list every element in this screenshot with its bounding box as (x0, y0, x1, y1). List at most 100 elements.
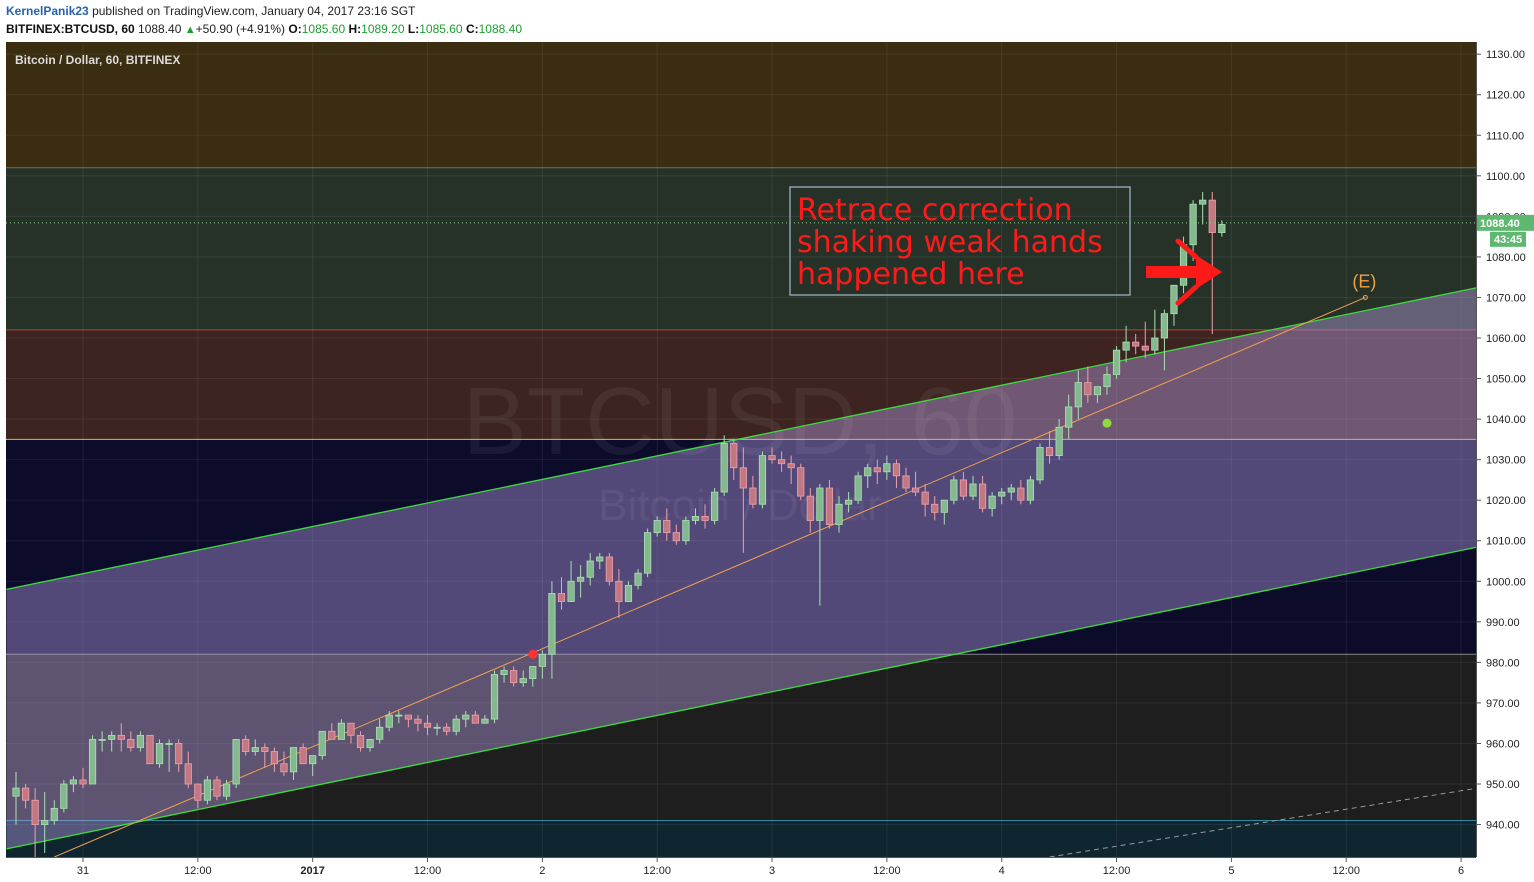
candle (529, 666, 537, 687)
candle-body (950, 479, 958, 501)
candle (98, 731, 106, 752)
candle-body (60, 783, 68, 809)
header-bar: KernelPanik23 published on TradingView.c… (0, 0, 1534, 42)
author-link[interactable]: KernelPanik23 (6, 4, 89, 18)
candle (921, 483, 929, 517)
candle-body (787, 463, 795, 469)
price-tick-label: 1060.00 (1486, 333, 1526, 345)
candle-body (242, 739, 250, 752)
low-value: 1085.60 (419, 22, 463, 36)
last-price-text: 1088.40 (138, 22, 182, 36)
trendline-end-point (1362, 294, 1368, 300)
candle-body (931, 503, 939, 513)
candle (194, 783, 202, 809)
candle-body (672, 532, 680, 542)
candle (414, 715, 422, 732)
candle (309, 755, 317, 776)
candle-body (232, 739, 240, 785)
candle-body (1026, 479, 1035, 501)
candle-body (299, 747, 307, 765)
candle-body (261, 747, 269, 752)
candle (1103, 366, 1111, 395)
time-axis[interactable] (0, 857, 1534, 882)
candle (988, 492, 996, 517)
countdown-tag-text: 43:45 (1494, 234, 1522, 246)
candle-body (50, 807, 58, 821)
price-axis-ticks: 940.00 950.00 960.00 970.00 980.00 990.00 1000… (1476, 49, 1526, 832)
trendline-label: (E) (1352, 271, 1376, 291)
candle-body (921, 491, 929, 505)
candle-body (500, 670, 508, 675)
watermark-sub: Bitcoin / Dollar (598, 481, 882, 530)
time-tick-label: 6 (1458, 865, 1464, 877)
candle (385, 711, 393, 732)
candle (605, 552, 613, 586)
price-zone (6, 167, 1476, 330)
candle-body (395, 714, 403, 717)
candle-body (978, 483, 987, 509)
candle-body (1112, 349, 1121, 375)
candle-body (443, 726, 451, 732)
candle-body (423, 722, 432, 728)
candle (816, 483, 824, 606)
candle-body (873, 467, 881, 473)
price-tick-label: 960.00 (1486, 738, 1520, 750)
candle-body (1132, 341, 1140, 347)
candle (1112, 346, 1121, 379)
candle (1170, 284, 1178, 326)
candle-body (356, 734, 365, 748)
time-tick-label: 12:00 (1103, 865, 1131, 877)
candle-body (117, 734, 125, 740)
candle-body (404, 714, 412, 720)
candle (452, 715, 460, 736)
time-tick-label: 12:00 (184, 865, 212, 877)
candle (69, 775, 78, 793)
time-tick-label: 5 (1228, 865, 1234, 877)
candle (376, 719, 384, 744)
candle (289, 747, 298, 780)
candle-body (31, 799, 39, 825)
channel-upper-line (6, 287, 1476, 591)
zone-layer (6, 42, 1476, 857)
candle (749, 475, 757, 509)
candle (883, 455, 891, 480)
candle (1122, 325, 1130, 363)
up-arrow-icon: ▲ (184, 24, 196, 36)
candle (959, 471, 968, 501)
candle (1055, 419, 1063, 460)
candle-body (682, 520, 690, 542)
price-tick-label: 1050.00 (1486, 374, 1526, 386)
candle-body (433, 726, 441, 729)
candle-body (1160, 313, 1168, 339)
candle-body (318, 730, 326, 757)
price-tick-label: 1080.00 (1486, 252, 1526, 264)
price-tick-label: 1040.00 (1486, 414, 1526, 426)
candle-body (577, 576, 585, 582)
candle (175, 739, 183, 772)
candle-body (328, 730, 336, 740)
candle (318, 730, 326, 760)
quote-line: BITFINEX:BTCUSD, 60 1088.40 ▲+50.90 (+4.… (6, 22, 522, 36)
candle-body (634, 572, 642, 586)
candle-body (1065, 406, 1073, 428)
candle (873, 459, 881, 484)
candle-body (175, 743, 183, 765)
candle-body (778, 459, 786, 465)
candle (998, 488, 1006, 505)
candle (299, 743, 307, 765)
candle (1036, 443, 1044, 484)
candle (644, 528, 652, 578)
candle (242, 735, 250, 756)
candle (950, 475, 958, 505)
candle (1065, 394, 1073, 440)
candle-body (289, 747, 298, 773)
candle-body (1036, 447, 1044, 481)
candle-body (711, 491, 719, 521)
price-axis[interactable] (1476, 42, 1534, 857)
price-chart[interactable]: BTCUSD, 60 Bitcoin / Dollar (E) Bitcoin … (0, 42, 1534, 882)
time-tick-label: 12:00 (414, 865, 442, 877)
candle (443, 723, 451, 736)
candle-body (1045, 447, 1054, 456)
price-zone (6, 820, 1476, 857)
